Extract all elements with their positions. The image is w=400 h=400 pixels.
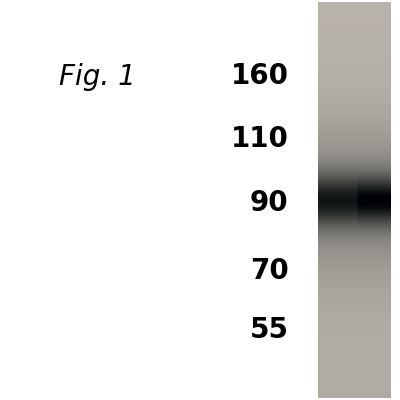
Text: 55: 55 (250, 316, 289, 344)
Text: 70: 70 (250, 258, 289, 286)
Text: 90: 90 (250, 189, 289, 217)
Text: 160: 160 (231, 62, 289, 90)
Text: Fig. 1: Fig. 1 (59, 63, 136, 91)
Text: 110: 110 (231, 125, 289, 153)
